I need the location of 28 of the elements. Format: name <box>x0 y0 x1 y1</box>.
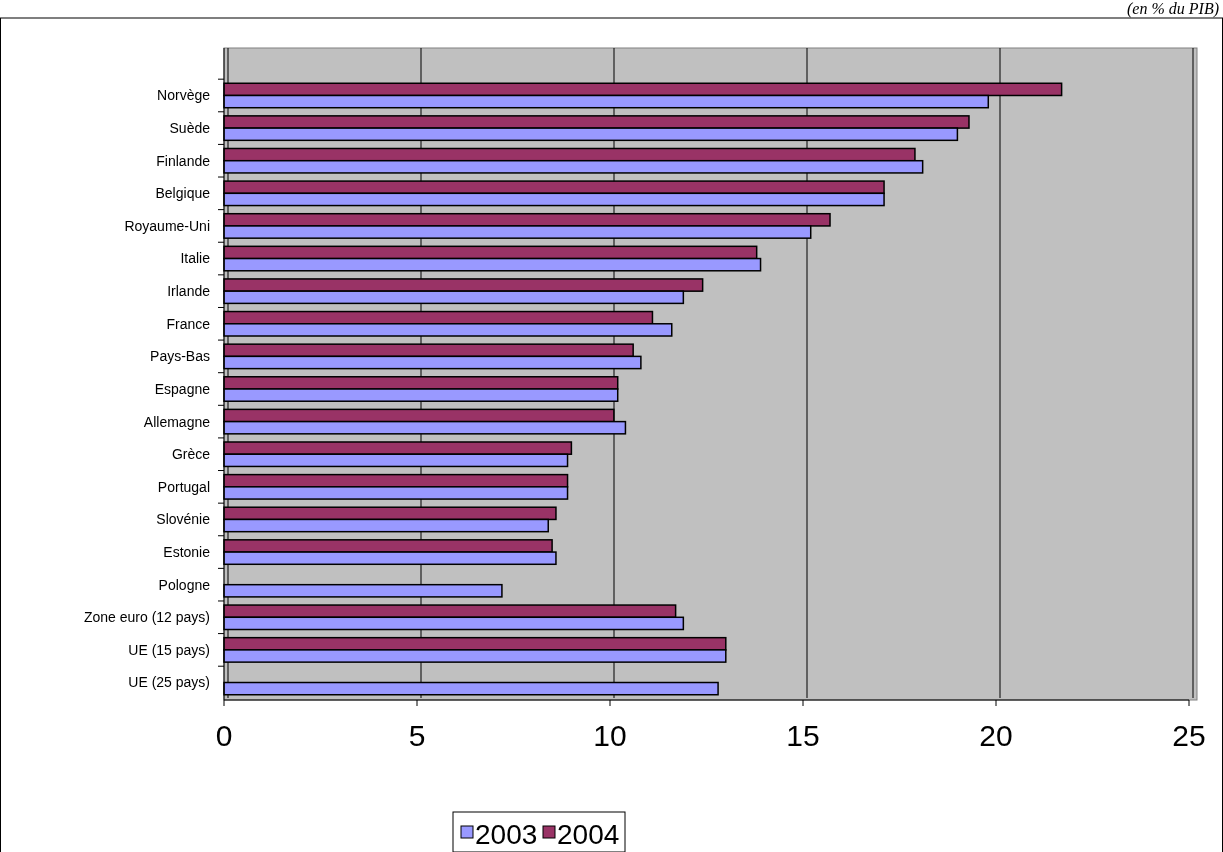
y-tick-label: Pologne <box>158 576 211 593</box>
y-tick-label: Royaume-Uni <box>124 217 210 234</box>
y-tick-label: Norvège <box>157 87 211 104</box>
y-tick-label: Italie <box>180 250 211 267</box>
y-tick-label: Belgique <box>155 185 211 202</box>
y-tick-label: France <box>166 315 211 332</box>
chart-subtitle: (en % du PIB) <box>1127 0 1219 18</box>
y-tick-label: Allemagne <box>143 413 211 430</box>
legend-label: 2003 <box>475 819 538 850</box>
y-tick-label: Irlande <box>167 283 211 300</box>
y-tick-label: Finlande <box>156 152 211 169</box>
y-tick-label: Portugal <box>157 478 210 495</box>
y-tick-label: UE (25 pays) <box>128 674 210 691</box>
x-tick-label: 15 <box>786 719 820 752</box>
y-tick-label: Pays-Bas <box>150 348 210 365</box>
x-tick-label: 5 <box>408 719 426 752</box>
x-tick-label: 0 <box>215 719 233 752</box>
y-tick-label: Espagne <box>154 380 211 397</box>
y-tick-label: Grèce <box>171 446 211 463</box>
x-tick-label: 20 <box>979 719 1013 752</box>
x-tick-label: 25 <box>1172 719 1206 752</box>
legend-label: 2004 <box>557 819 620 850</box>
y-tick-label: Zone euro (12 pays) <box>83 609 210 626</box>
y-tick-label: Estonie <box>163 543 211 560</box>
y-tick-label: Slovénie <box>156 511 211 528</box>
y-tick-label: Suède <box>169 120 211 136</box>
x-tick-label: 10 <box>593 719 627 752</box>
y-tick-label: UE (15 pays) <box>128 641 210 658</box>
